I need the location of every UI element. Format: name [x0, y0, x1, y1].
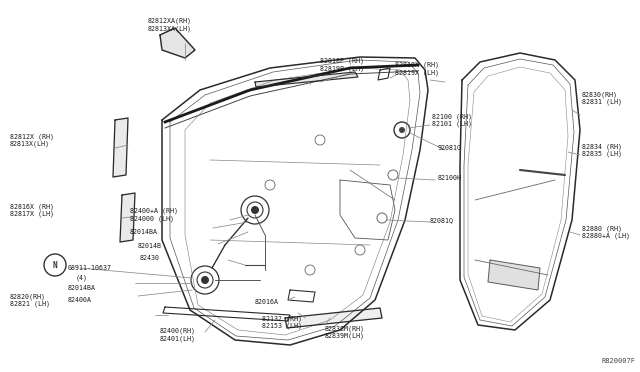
Text: 82014B: 82014B — [138, 243, 162, 249]
Text: 82014BA: 82014BA — [130, 229, 158, 235]
Text: 82818X (RH)
82819X (LH): 82818X (RH) 82819X (LH) — [395, 62, 439, 76]
Text: 82400(RH)
82401(LH): 82400(RH) 82401(LH) — [160, 328, 196, 342]
Text: 08911-10637: 08911-10637 — [68, 265, 112, 271]
Polygon shape — [113, 118, 128, 177]
Polygon shape — [160, 28, 195, 58]
Text: 82818P (RH)
82819P (LH): 82818P (RH) 82819P (LH) — [320, 58, 364, 72]
Text: 82400A: 82400A — [68, 297, 92, 303]
Text: 82430: 82430 — [140, 255, 160, 261]
Text: 82016A: 82016A — [255, 299, 279, 305]
Circle shape — [399, 127, 405, 133]
Text: 82812X (RH)
82813X(LH): 82812X (RH) 82813X(LH) — [10, 133, 54, 147]
Text: 82834 (RH)
82835 (LH): 82834 (RH) 82835 (LH) — [582, 143, 622, 157]
Text: 82100H: 82100H — [438, 175, 462, 181]
Text: (4): (4) — [76, 275, 88, 281]
Text: 82816X (RH)
82817X (LH): 82816X (RH) 82817X (LH) — [10, 203, 54, 217]
Polygon shape — [255, 72, 358, 87]
Text: R820007F: R820007F — [601, 358, 635, 364]
Polygon shape — [120, 193, 135, 242]
Circle shape — [251, 206, 259, 214]
Text: 82014BA: 82014BA — [68, 285, 96, 291]
Text: 82880 (RH)
82880+A (LH): 82880 (RH) 82880+A (LH) — [582, 225, 630, 239]
Polygon shape — [488, 260, 540, 290]
Text: 82132 (RH)
82153 (LH): 82132 (RH) 82153 (LH) — [262, 315, 302, 329]
Text: 82838M(RH)
82839M(LH): 82838M(RH) 82839M(LH) — [325, 325, 365, 339]
Polygon shape — [285, 308, 382, 328]
Text: 82812XA(RH)
82813XA(LH): 82812XA(RH) 82813XA(LH) — [148, 18, 192, 32]
Text: N: N — [52, 260, 58, 269]
Circle shape — [201, 276, 209, 284]
Text: 82830(RH)
82831 (LH): 82830(RH) 82831 (LH) — [582, 91, 622, 105]
Text: 92081G: 92081G — [438, 145, 462, 151]
Text: 82400+A (RH)
824000 (LH): 82400+A (RH) 824000 (LH) — [130, 208, 178, 222]
Text: 82081Q: 82081Q — [430, 217, 454, 223]
Text: 82100 (RH)
82101 (LH): 82100 (RH) 82101 (LH) — [432, 113, 472, 127]
Text: 82820(RH)
82821 (LH): 82820(RH) 82821 (LH) — [10, 293, 50, 307]
